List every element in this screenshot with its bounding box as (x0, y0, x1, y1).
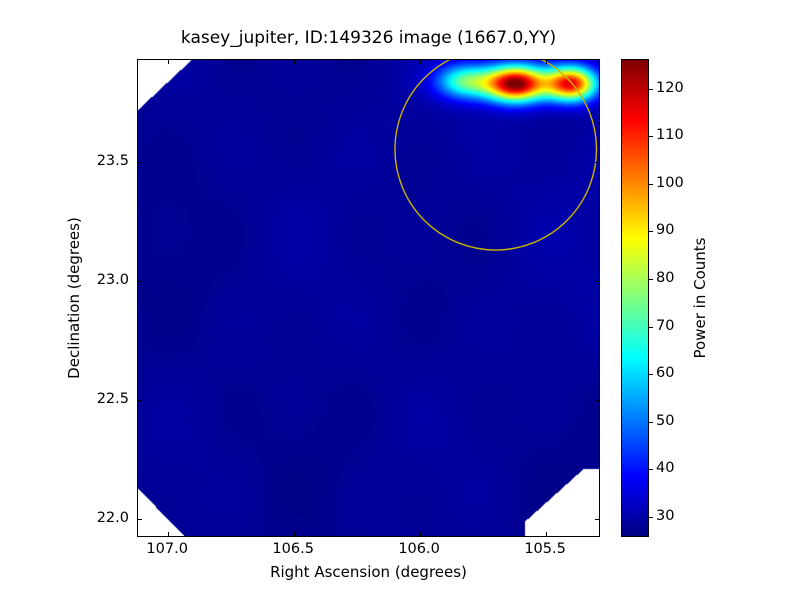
x-tick-mark (294, 60, 296, 64)
y-tick-mark (138, 400, 142, 402)
sky-image-heatmap (138, 60, 599, 536)
x-tick-label: 107.0 (146, 541, 188, 557)
x-tick-mark (168, 60, 170, 64)
colorbar-tick-mark (648, 279, 653, 280)
colorbar-tick-mark (648, 183, 653, 185)
y-tick-mark (595, 162, 599, 164)
colorbar-tick-label: 60 (656, 365, 675, 382)
colorbar-tick-label: 110 (656, 127, 684, 144)
y-tick-mark (138, 519, 142, 521)
colorbar-tick-label: 120 (656, 79, 684, 96)
colorbar-tick-mark (648, 469, 653, 471)
y-tick-mark (138, 162, 142, 164)
overlay-annotations (394, 60, 598, 251)
x-tick-mark (168, 532, 170, 536)
colorbar-tick-mark (648, 326, 653, 328)
beam-circle (394, 60, 598, 251)
y-tick-mark (138, 281, 142, 283)
x-tick-mark (420, 532, 422, 536)
colorbar-label: Power in Counts (691, 237, 709, 359)
colorbar-tick-mark (648, 136, 653, 138)
colorbar-tick-label: 30 (656, 508, 675, 524)
y-tick-label: 23.5 (96, 153, 129, 170)
colorbar-gradient (622, 60, 648, 536)
colorbar-tick-mark (648, 88, 653, 90)
y-tick-label: 22.0 (96, 510, 129, 527)
colorbar-tick-mark (648, 421, 653, 423)
colorbar-tick-label: 100 (656, 174, 684, 191)
x-tick-label: 106.0 (398, 541, 440, 557)
x-tick-mark (294, 532, 296, 536)
y-axis-label: Declination (degrees) (65, 217, 83, 379)
colorbar-tick-label: 90 (656, 222, 675, 239)
y-tick-mark (595, 281, 599, 283)
x-tick-mark (420, 60, 422, 64)
y-tick-label: 22.5 (96, 391, 129, 408)
colorbar-tick-mark (648, 231, 653, 233)
x-tick-label: 105.5 (524, 541, 566, 557)
page-title: kasey_jupiter, ID:149326 image (1667.0,Y… (180, 28, 557, 48)
colorbar-tick-mark (648, 374, 653, 376)
x-axis-label: Right Ascension (degrees) (270, 563, 467, 581)
x-tick-label: 106.5 (272, 541, 314, 557)
y-tick-mark (595, 400, 599, 402)
colorbar-tick-label: 50 (656, 412, 675, 429)
colorbar-tick-label: 80 (656, 270, 675, 286)
y-tick-label: 23.0 (96, 272, 129, 289)
colorbar[interactable] (621, 59, 653, 537)
colorbar-tick-label: 70 (656, 317, 675, 334)
colorbar-tick-mark (648, 517, 653, 518)
y-tick-mark (595, 519, 599, 521)
colorbar-tick-label: 40 (656, 460, 675, 477)
x-tick-mark (546, 60, 548, 64)
image-axes[interactable] (137, 59, 600, 537)
x-tick-mark (546, 532, 548, 536)
